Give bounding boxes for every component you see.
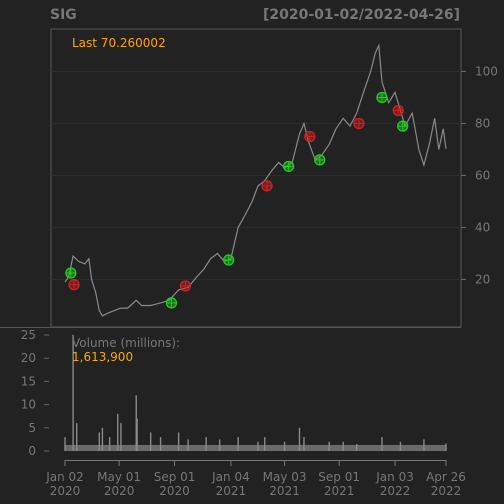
chart-title: SIG [50,7,77,23]
volume-bar [218,439,221,451]
buy-signal-marker [397,120,409,132]
volume-y-axis: 0 5 10 15 20 25 [21,328,49,458]
volume-bar [135,395,137,451]
buy-signal-marker [314,154,326,166]
volume-tick-label: 20 [21,351,36,365]
volume-bar [257,441,259,451]
volume-bar [264,437,266,451]
volume-bar [76,423,78,451]
volume-bar [101,427,104,451]
volume-tick-label: 15 [21,374,36,388]
volume-bar [303,437,305,451]
price-panel [50,28,462,328]
volume-baseline [65,444,446,451]
price-grid [51,71,461,280]
volume-bar [159,437,162,451]
x-tick-year-label: 2022 [380,484,411,498]
volume-tick-label: 0 [28,444,36,458]
volume-bar [399,441,402,451]
buy-signal-marker [376,91,388,104]
x-tick-year-label: 2021 [216,484,247,498]
x-tick-label: Apr 26 [426,470,466,484]
volume-tick-label: 10 [21,398,36,412]
x-tick-label: May 01 [97,470,141,484]
volume-bar [72,335,74,451]
price-tick-label: 40 [475,221,490,235]
volume-value: 1,613,900 [72,350,133,364]
volume-tick-label: 5 [28,421,36,435]
buy-signal-marker [223,254,235,266]
x-tick-label: Jan 02 [45,470,84,484]
volume-bar [117,413,119,451]
volume-bar [136,418,138,451]
x-tick-label: Sep 01 [318,470,360,484]
sell-signal-marker [261,180,273,192]
date-range-label: [2020-01-02/2022-04-26] [263,7,460,23]
price-tick-label: 20 [475,273,490,287]
volume-bar [328,441,330,451]
x-tick-label: Jan 03 [375,470,414,484]
trade-signal-markers [65,91,409,309]
volume-bar [98,432,100,451]
volume-bar [342,441,344,451]
volume-bar [149,432,152,451]
volume-bar [120,423,122,451]
volume-tick-label: 25 [21,328,36,342]
volume-bar [356,444,358,451]
x-tick-year-label: 2022 [431,484,462,498]
x-tick-year-label: 2020 [50,484,81,498]
volume-bar [205,437,207,451]
price-tick-label: 80 [475,117,490,131]
sell-signal-marker [304,130,316,143]
sell-signal-marker [353,117,365,130]
sell-signal-marker [68,279,80,291]
volume-bar [381,437,383,451]
volume-bar [445,443,447,451]
sell-signal-marker [392,104,404,117]
volume-bars [64,335,447,451]
volume-label: Volume (millions): [72,336,180,350]
buy-signal-marker [65,267,77,279]
volume-bar [108,437,111,451]
buy-signal-marker [165,297,178,309]
volume-bar [187,439,189,451]
volume-bar [237,437,239,451]
price-series-line [64,43,447,317]
price-tick-label: 60 [475,169,490,183]
x-tick-label: Sep 01 [154,470,196,484]
x-tick-year-label: 2020 [159,484,190,498]
volume-bar [177,432,180,451]
price-tick-label: 100 [475,65,498,79]
sell-signal-marker [179,280,192,292]
last-price-label: Last 70.260002 [72,36,166,50]
x-tick-label: May 03 [263,470,307,484]
x-tick-year-label: 2021 [269,484,300,498]
volume-bar [283,441,286,451]
x-tick-year-label: 2020 [104,484,135,498]
volume-bar [423,439,425,451]
buy-signal-marker [282,160,295,173]
price-y-axis: 20 40 60 80 100 [461,65,498,287]
x-tick-label: Jan 04 [211,470,250,484]
volume-bar [64,437,66,451]
volume-bar [298,427,301,451]
x-tick-year-label: 2021 [324,484,355,498]
